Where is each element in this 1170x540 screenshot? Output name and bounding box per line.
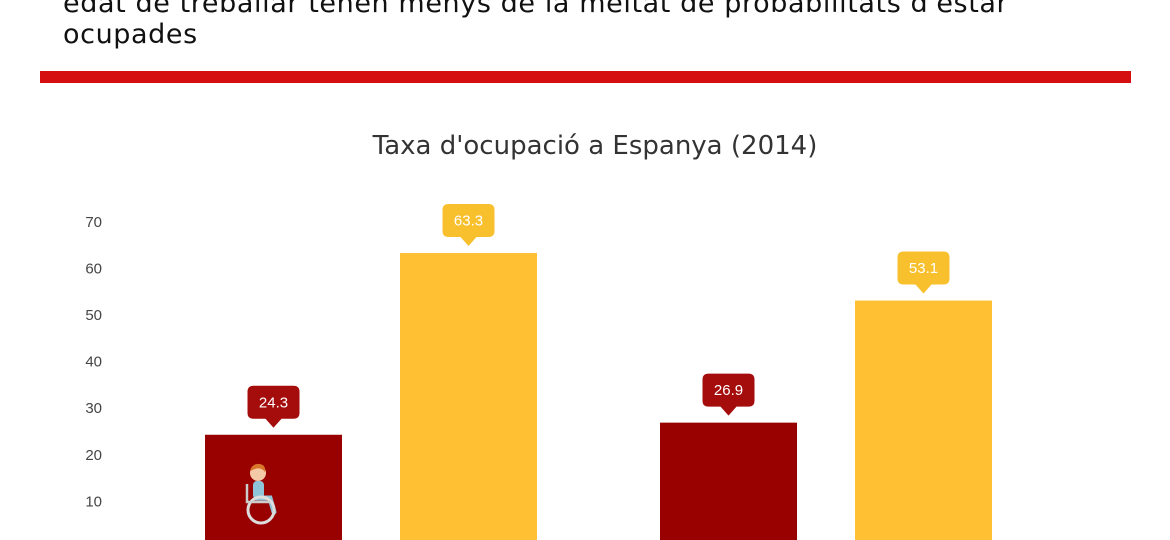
- y-tick-label: 60: [85, 260, 102, 277]
- data-label: 26.9: [702, 373, 755, 416]
- y-tick-label: 10: [85, 493, 102, 510]
- bar: [400, 253, 537, 540]
- data-label-bubble: [247, 385, 300, 428]
- chart-title: Taxa d'ocupació a Espanya (2014): [372, 131, 818, 161]
- y-tick-label: 30: [85, 400, 102, 417]
- data-label-text: 24.3: [259, 394, 288, 411]
- wheel: [246, 495, 276, 525]
- data-label: 24.3: [247, 385, 300, 428]
- chair-frame: [245, 484, 270, 504]
- bar: [205, 434, 342, 540]
- data-label-text: 63.3: [454, 213, 483, 230]
- torso: [253, 481, 264, 499]
- hair: [250, 463, 266, 472]
- headline-line-2: ocupades: [63, 19, 198, 50]
- data-label-text: 53.1: [909, 260, 938, 277]
- headline: edat de treballar tenen menys de la meit…: [63, 0, 1123, 50]
- bar: [855, 300, 992, 540]
- y-tick-label: 70: [85, 214, 102, 231]
- wheelchair-user-icon: [245, 463, 277, 525]
- headline-line-1: edat de treballar tenen menys de la meit…: [63, 0, 1009, 19]
- red-divider: [40, 71, 1131, 83]
- y-tick-label: 40: [85, 354, 102, 371]
- y-tick-label: 50: [85, 307, 102, 324]
- data-label-bubble: [897, 251, 950, 294]
- data-label-text: 26.9: [714, 382, 743, 399]
- data-label-bubble: [442, 204, 495, 247]
- data-label: 63.3: [442, 204, 495, 247]
- y-tick-label: 20: [85, 447, 102, 464]
- data-label: 53.1: [897, 251, 950, 294]
- bar: [660, 422, 797, 540]
- data-label-bubble: [702, 373, 755, 416]
